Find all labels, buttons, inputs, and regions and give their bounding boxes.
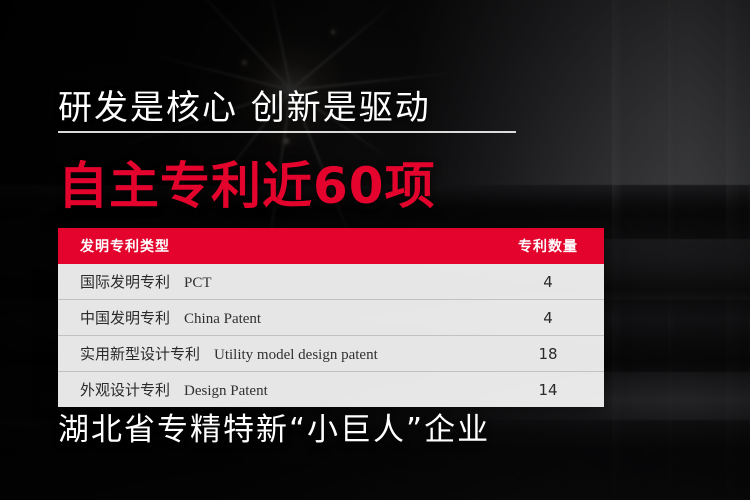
cell-patent-count: 4: [492, 264, 604, 300]
cell-patent-type: 实用新型设计专利 Utility model design patent: [58, 335, 492, 372]
cell-patent-count: 4: [492, 299, 604, 336]
cell-patent-type: 国际发明专利 PCT: [58, 264, 492, 300]
patent-type-en: China Patent: [184, 311, 262, 327]
column-header-type: 发明专利类型: [58, 228, 492, 264]
title-divider: [58, 131, 516, 133]
cell-patent-count: 14: [492, 371, 604, 407]
page-title: 研发是核心 创新是驱动: [58, 88, 431, 128]
patent-table-head: 发明专利类型 专利数量: [58, 228, 604, 264]
patent-table: 发明专利类型 专利数量 国际发明专利 PCT 4 中国发明专利 China Pate…: [58, 228, 604, 407]
table-header-row: 发明专利类型 专利数量: [58, 228, 604, 264]
subtitle-patent-count: 自主专利近60项: [58, 157, 436, 215]
table-row: 实用新型设计专利 Utility model design patent 18: [58, 335, 604, 372]
patent-type-cn: 外观设计专利: [80, 381, 171, 399]
patent-type-en: PCT: [184, 275, 212, 291]
patent-table-body: 国际发明专利 PCT 4 中国发明专利 China Patent 4 实用新型设计专…: [58, 264, 604, 407]
patent-type-en: Utility model design patent: [214, 347, 378, 363]
table-row: 国际发明专利 PCT 4: [58, 264, 604, 300]
footer-award-text: 湖北省专精特新“小巨人”企业: [58, 412, 491, 448]
patent-type-cn: 国际发明专利: [80, 273, 171, 291]
cell-patent-count: 18: [492, 335, 604, 372]
column-header-count: 专利数量: [492, 228, 604, 264]
cell-patent-type: 中国发明专利 China Patent: [58, 299, 492, 336]
table-row: 中国发明专利 China Patent 4: [58, 299, 604, 336]
patent-type-cn: 实用新型设计专利: [80, 345, 201, 363]
table-row: 外观设计专利 Design Patent 14: [58, 371, 604, 407]
patent-type-en: Design Patent: [184, 383, 268, 399]
cell-patent-type: 外观设计专利 Design Patent: [58, 371, 492, 407]
patent-type-cn: 中国发明专利: [80, 309, 171, 327]
